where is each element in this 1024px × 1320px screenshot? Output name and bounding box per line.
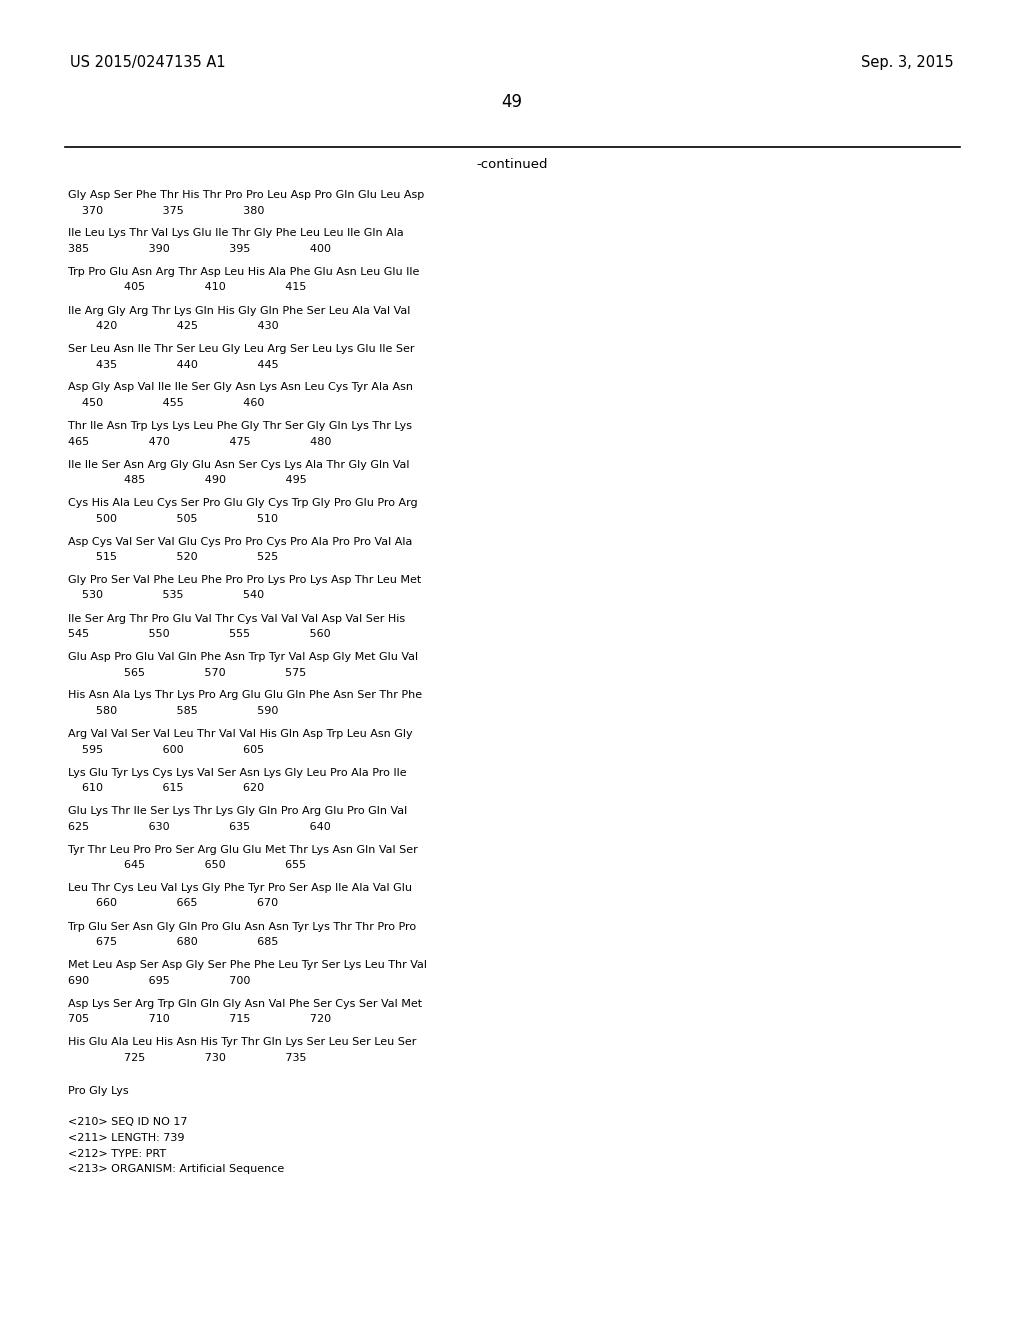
Text: 725                 730                 735: 725 730 735 <box>68 1052 306 1063</box>
Text: 435                 440                 445: 435 440 445 <box>68 359 279 370</box>
Text: 485                 490                 495: 485 490 495 <box>68 475 307 484</box>
Text: Tyr Thr Leu Pro Pro Ser Arg Glu Glu Met Thr Lys Asn Gln Val Ser: Tyr Thr Leu Pro Pro Ser Arg Glu Glu Met … <box>68 845 418 854</box>
Text: 660                 665                 670: 660 665 670 <box>68 899 279 908</box>
Text: <211> LENGTH: 739: <211> LENGTH: 739 <box>68 1133 184 1143</box>
Text: 385                 390                 395                 400: 385 390 395 400 <box>68 244 331 253</box>
Text: His Asn Ala Lys Thr Lys Pro Arg Glu Glu Gln Phe Asn Ser Thr Phe: His Asn Ala Lys Thr Lys Pro Arg Glu Glu … <box>68 690 422 701</box>
Text: 370                 375                 380: 370 375 380 <box>68 206 264 215</box>
Text: 610                 615                 620: 610 615 620 <box>68 783 264 793</box>
Text: 420                 425                 430: 420 425 430 <box>68 321 279 331</box>
Text: Arg Val Val Ser Val Leu Thr Val Val His Gln Asp Trp Leu Asn Gly: Arg Val Val Ser Val Leu Thr Val Val His … <box>68 729 413 739</box>
Text: Leu Thr Cys Leu Val Lys Gly Phe Tyr Pro Ser Asp Ile Ala Val Glu: Leu Thr Cys Leu Val Lys Gly Phe Tyr Pro … <box>68 883 412 894</box>
Text: 545                 550                 555                 560: 545 550 555 560 <box>68 630 331 639</box>
Text: Glu Lys Thr Ile Ser Lys Thr Lys Gly Gln Pro Arg Glu Pro Gln Val: Glu Lys Thr Ile Ser Lys Thr Lys Gly Gln … <box>68 807 408 816</box>
Text: Pro Gly Lys: Pro Gly Lys <box>68 1085 129 1096</box>
Text: 625                 630                 635                 640: 625 630 635 640 <box>68 821 331 832</box>
Text: Gly Pro Ser Val Phe Leu Phe Pro Pro Lys Pro Lys Asp Thr Leu Met: Gly Pro Ser Val Phe Leu Phe Pro Pro Lys … <box>68 576 421 585</box>
Text: 705                 710                 715                 720: 705 710 715 720 <box>68 1014 331 1024</box>
Text: Asp Cys Val Ser Val Glu Cys Pro Pro Cys Pro Ala Pro Pro Val Ala: Asp Cys Val Ser Val Glu Cys Pro Pro Cys … <box>68 536 413 546</box>
Text: 450                 455                 460: 450 455 460 <box>68 399 264 408</box>
Text: Ile Leu Lys Thr Val Lys Glu Ile Thr Gly Phe Leu Leu Ile Gln Ala: Ile Leu Lys Thr Val Lys Glu Ile Thr Gly … <box>68 228 403 239</box>
Text: 675                 680                 685: 675 680 685 <box>68 937 279 946</box>
Text: Asp Lys Ser Arg Trp Gln Gln Gly Asn Val Phe Ser Cys Ser Val Met: Asp Lys Ser Arg Trp Gln Gln Gly Asn Val … <box>68 998 422 1008</box>
Text: His Glu Ala Leu His Asn His Tyr Thr Gln Lys Ser Leu Ser Leu Ser: His Glu Ala Leu His Asn His Tyr Thr Gln … <box>68 1038 417 1047</box>
Text: Asp Gly Asp Val Ile Ile Ser Gly Asn Lys Asn Leu Cys Tyr Ala Asn: Asp Gly Asp Val Ile Ile Ser Gly Asn Lys … <box>68 383 413 392</box>
Text: <212> TYPE: PRT: <212> TYPE: PRT <box>68 1148 166 1159</box>
Text: Gly Asp Ser Phe Thr His Thr Pro Pro Leu Asp Pro Gln Glu Leu Asp: Gly Asp Ser Phe Thr His Thr Pro Pro Leu … <box>68 190 424 201</box>
Text: <213> ORGANISM: Artificial Sequence: <213> ORGANISM: Artificial Sequence <box>68 1164 285 1173</box>
Text: 500                 505                 510: 500 505 510 <box>68 513 278 524</box>
Text: Thr Ile Asn Trp Lys Lys Leu Phe Gly Thr Ser Gly Gln Lys Thr Lys: Thr Ile Asn Trp Lys Lys Leu Phe Gly Thr … <box>68 421 412 432</box>
Text: Cys His Ala Leu Cys Ser Pro Glu Gly Cys Trp Gly Pro Glu Pro Arg: Cys His Ala Leu Cys Ser Pro Glu Gly Cys … <box>68 498 418 508</box>
Text: 645                 650                 655: 645 650 655 <box>68 861 306 870</box>
Text: Ser Leu Asn Ile Thr Ser Leu Gly Leu Arg Ser Leu Lys Glu Ile Ser: Ser Leu Asn Ile Thr Ser Leu Gly Leu Arg … <box>68 345 415 354</box>
Text: 515                 520                 525: 515 520 525 <box>68 552 279 562</box>
Text: Trp Glu Ser Asn Gly Gln Pro Glu Asn Asn Tyr Lys Thr Thr Pro Pro: Trp Glu Ser Asn Gly Gln Pro Glu Asn Asn … <box>68 921 416 932</box>
Text: Ile Arg Gly Arg Thr Lys Gln His Gly Gln Phe Ser Leu Ala Val Val: Ile Arg Gly Arg Thr Lys Gln His Gly Gln … <box>68 305 411 315</box>
Text: 465                 470                 475                 480: 465 470 475 480 <box>68 437 332 446</box>
Text: Ile Ile Ser Asn Arg Gly Glu Asn Ser Cys Lys Ala Thr Gly Gln Val: Ile Ile Ser Asn Arg Gly Glu Asn Ser Cys … <box>68 459 410 470</box>
Text: Glu Asp Pro Glu Val Gln Phe Asn Trp Tyr Val Asp Gly Met Glu Val: Glu Asp Pro Glu Val Gln Phe Asn Trp Tyr … <box>68 652 418 663</box>
Text: Ile Ser Arg Thr Pro Glu Val Thr Cys Val Val Val Asp Val Ser His: Ile Ser Arg Thr Pro Glu Val Thr Cys Val … <box>68 614 406 623</box>
Text: Met Leu Asp Ser Asp Gly Ser Phe Phe Leu Tyr Ser Lys Leu Thr Val: Met Leu Asp Ser Asp Gly Ser Phe Phe Leu … <box>68 960 427 970</box>
Text: 595                 600                 605: 595 600 605 <box>68 744 264 755</box>
Text: US 2015/0247135 A1: US 2015/0247135 A1 <box>70 54 225 70</box>
Text: 405                 410                 415: 405 410 415 <box>68 282 306 293</box>
Text: Lys Glu Tyr Lys Cys Lys Val Ser Asn Lys Gly Leu Pro Ala Pro Ile: Lys Glu Tyr Lys Cys Lys Val Ser Asn Lys … <box>68 767 407 777</box>
Text: <210> SEQ ID NO 17: <210> SEQ ID NO 17 <box>68 1118 187 1127</box>
Text: 580                 585                 590: 580 585 590 <box>68 706 279 715</box>
Text: 530                 535                 540: 530 535 540 <box>68 590 264 601</box>
Text: Sep. 3, 2015: Sep. 3, 2015 <box>861 54 954 70</box>
Text: 690                 695                 700: 690 695 700 <box>68 975 251 986</box>
Text: Trp Pro Glu Asn Arg Thr Asp Leu His Ala Phe Glu Asn Leu Glu Ile: Trp Pro Glu Asn Arg Thr Asp Leu His Ala … <box>68 267 420 277</box>
Text: 49: 49 <box>502 92 522 111</box>
Text: 565                 570                 575: 565 570 575 <box>68 668 306 677</box>
Text: -continued: -continued <box>476 158 548 172</box>
